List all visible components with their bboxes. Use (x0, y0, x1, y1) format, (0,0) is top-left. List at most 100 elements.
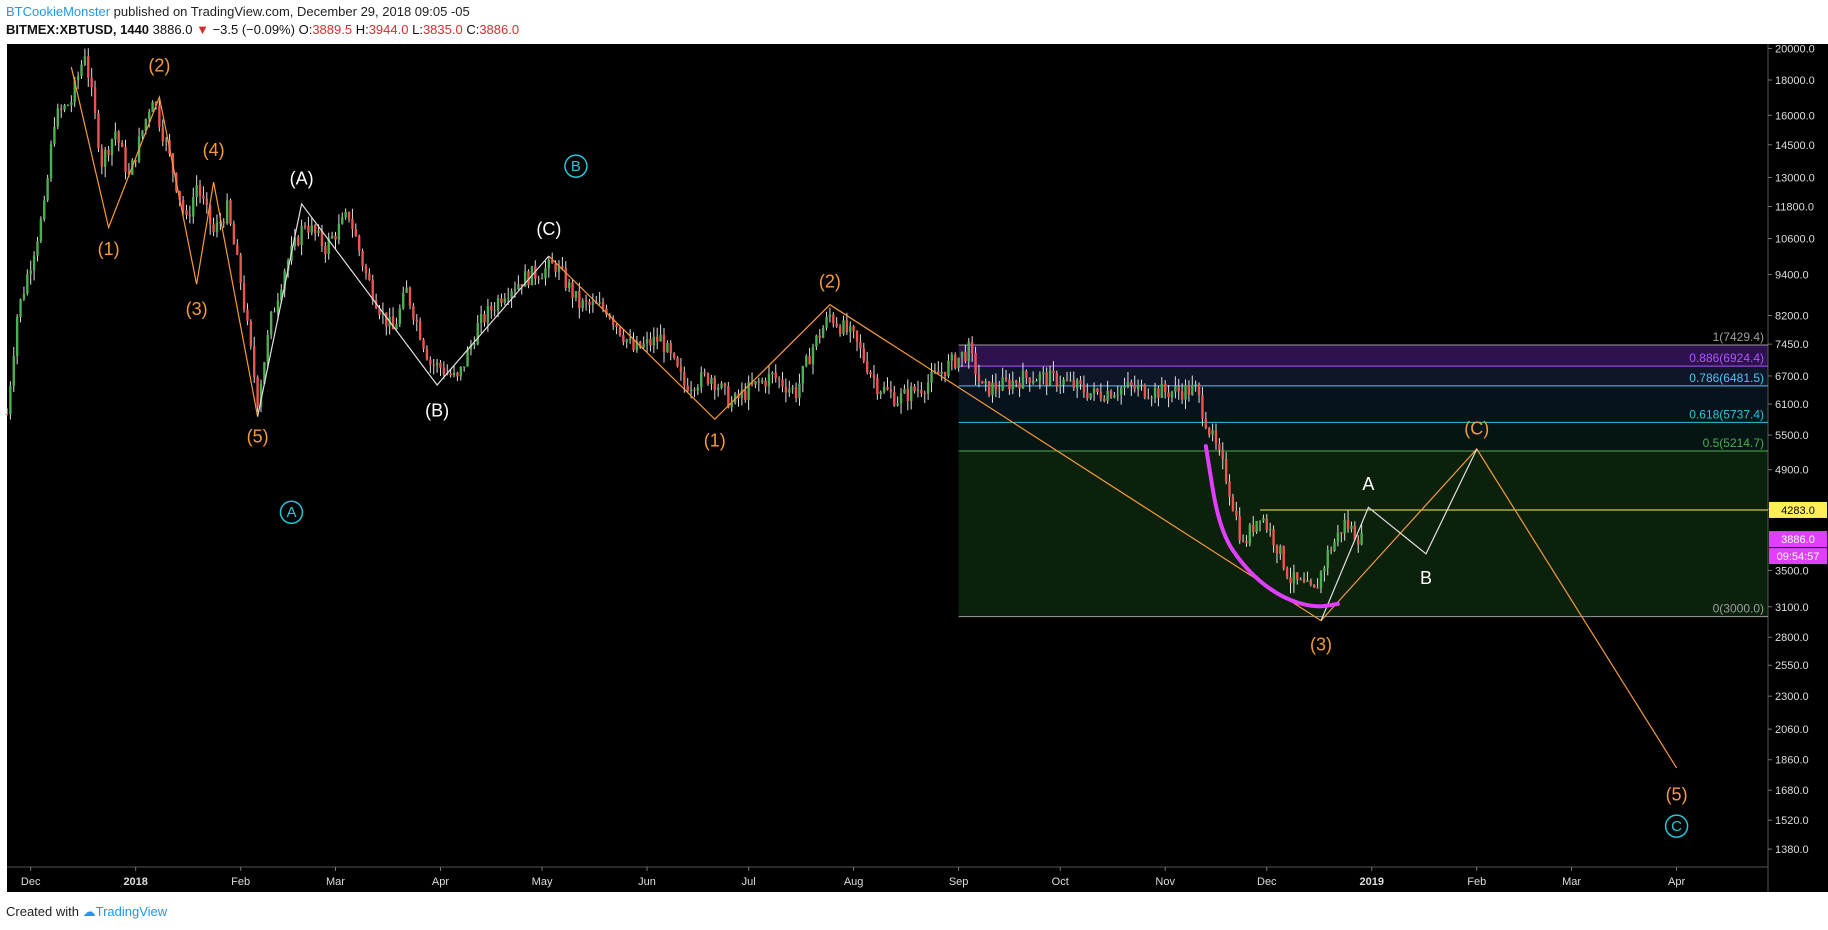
candle-body (950, 354, 954, 361)
candle-body (324, 245, 327, 255)
candle-body (114, 131, 117, 140)
candle-body (628, 338, 632, 340)
candle-body (371, 279, 374, 301)
candle-body (1228, 481, 1231, 497)
fib-zone (958, 345, 1768, 367)
candle-body (656, 336, 659, 342)
candle-body (662, 334, 666, 353)
candle-body (87, 56, 90, 78)
candle-body (557, 266, 561, 272)
candle-body (1167, 392, 1170, 398)
candle-body (879, 391, 882, 395)
candle-body (689, 389, 693, 392)
candle-body (117, 131, 120, 143)
candle-body (567, 282, 571, 288)
candle-body (666, 343, 669, 353)
candle-body (80, 64, 83, 77)
candle-body (750, 382, 754, 385)
candle-body (1018, 382, 1021, 389)
candle-body (794, 387, 798, 398)
x-tick-label: Feb (231, 876, 250, 888)
candle-body (73, 80, 76, 103)
candle-body (1021, 371, 1025, 389)
candle-body (1255, 520, 1258, 532)
published-text: published on TradingView.com, December 2… (113, 4, 470, 19)
candle-body (1035, 380, 1038, 382)
candle-body (551, 259, 554, 264)
tradingview-logo-icon[interactable]: ☁ (82, 904, 96, 919)
candle-body (703, 372, 706, 374)
fib-level-label: 0.5(5214.7) (1703, 436, 1764, 450)
candle-body (842, 320, 845, 334)
candle-body (1059, 384, 1062, 387)
candle-body (385, 312, 388, 327)
y-tick-label: 2550.0 (1775, 660, 1809, 672)
candle-body (943, 371, 947, 377)
circled-wave-marker (564, 154, 588, 178)
fib-zone (958, 422, 1768, 452)
candle-body (713, 377, 716, 390)
price-change: −3.5 (−0.09%) (212, 22, 295, 37)
candle-body (1268, 529, 1272, 531)
candle-body (1275, 545, 1279, 554)
wave-label: (3) (186, 299, 208, 319)
author-link[interactable]: BTCookieMonster (6, 4, 111, 19)
high-label: H: (355, 22, 369, 37)
candle-body (723, 383, 727, 387)
y-tick-label: 16000.0 (1775, 110, 1815, 122)
candle-body (808, 356, 811, 365)
circled-wave-label: C (1671, 818, 1682, 835)
candle-body (696, 387, 700, 391)
candle-body (263, 362, 266, 384)
x-tick-label: Dec (1257, 876, 1277, 888)
candle-body (635, 341, 639, 351)
time-axis[interactable]: Dec 2018 Feb Mar Apr May Jun Jul Aug Sep Oct Nov Dec… (21, 867, 1686, 888)
candle-body (825, 316, 828, 328)
candle-body (442, 367, 446, 375)
candle-body (872, 374, 876, 379)
wave-labels: (1) (2) (3) (4) (5) (A) (B) (C) (1) (2) (3) A B (C) (5… (98, 56, 1689, 838)
candle-body (124, 147, 127, 173)
x-tick-label: Apr (1668, 876, 1685, 888)
candle-body (984, 381, 987, 384)
candle-body (693, 389, 696, 391)
resistance-price-text: 4283.0 (1781, 505, 1815, 517)
candle-body (588, 301, 591, 305)
candle-body (253, 346, 256, 378)
candle-body (513, 289, 517, 292)
y-tick-label: 20000.0 (1775, 43, 1815, 55)
candle-body (700, 372, 703, 388)
candle-body (344, 211, 347, 218)
candle-body (652, 336, 656, 346)
price-axis[interactable]: 20000.0 18000.0 16000.0 14500.0 13000.0 11800… (1768, 43, 1815, 856)
publish-info: BTCookieMonster published on TradingView… (6, 4, 470, 19)
tradingview-link[interactable]: TradingView (95, 904, 168, 919)
candle-body (862, 348, 865, 361)
candle-body (1252, 524, 1255, 532)
candle-body (483, 313, 486, 323)
x-tick-label: Apr (432, 876, 449, 888)
candle-body (273, 311, 276, 313)
fibonacci-retracement[interactable]: 1(7429.4) 0.886(6924.4) 0.786(6481.5) 0.618… (958, 330, 1768, 618)
wave-lines[interactable] (70, 66, 1768, 769)
candle-body (239, 254, 242, 284)
x-tick-label: Oct (1052, 876, 1069, 888)
time-axis-background[interactable] (7, 867, 1828, 892)
candle-body (1211, 430, 1214, 435)
candle-body (710, 377, 713, 384)
candle-body (1048, 370, 1052, 386)
candle-body (283, 271, 286, 290)
y-tick-label: 18000.0 (1775, 75, 1815, 87)
candle-body (63, 105, 66, 110)
candle-body (110, 139, 114, 156)
candle-body (1109, 390, 1113, 398)
wave-label: (1) (704, 430, 726, 450)
fib-zone (958, 385, 1768, 423)
symbol-name[interactable]: BITMEX:XBTUSD, 1440 (6, 22, 150, 37)
candle-body (896, 403, 899, 406)
candle-body (615, 324, 618, 327)
candle-body (32, 255, 36, 271)
price-axis-background[interactable] (1768, 44, 1828, 867)
y-tick-label: 1680.0 (1775, 785, 1809, 797)
